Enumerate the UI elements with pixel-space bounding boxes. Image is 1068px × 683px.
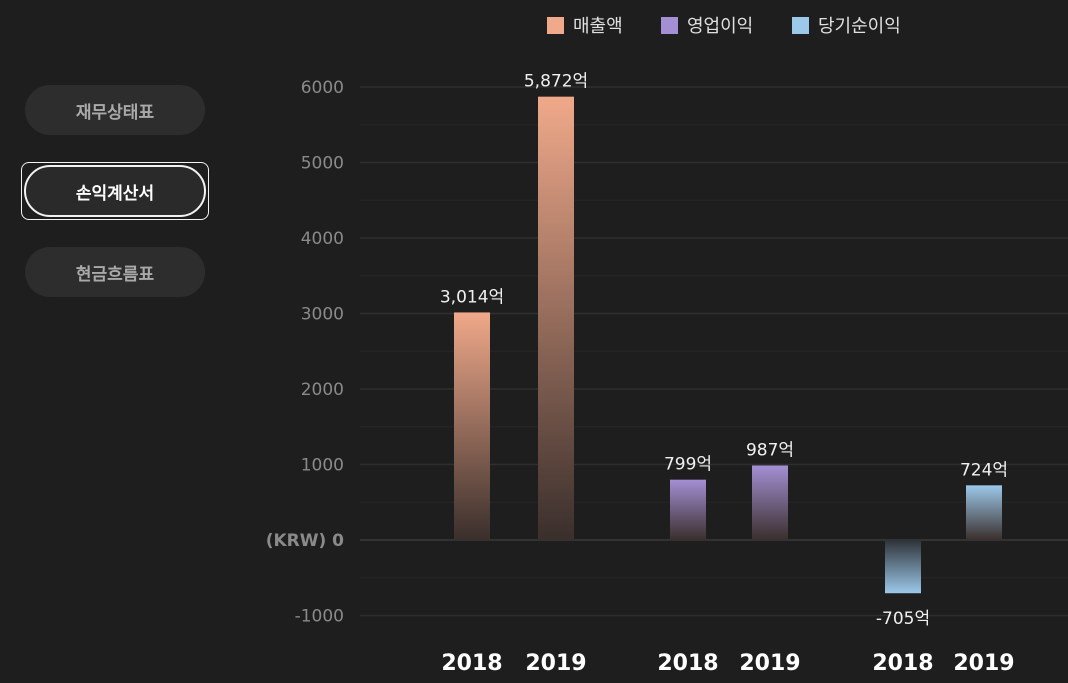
- tab-income-statement[interactable]: 손익계산서: [21, 162, 209, 220]
- y-tick-label: 3000: [301, 305, 344, 325]
- bar[interactable]: [885, 540, 921, 594]
- bar[interactable]: [670, 479, 706, 540]
- tab-active-outline: [24, 165, 206, 217]
- x-tick-label: 2018: [441, 651, 502, 676]
- legend-label: 당기순이익: [818, 16, 901, 37]
- tab-cash-flow-label: 현금흐름표: [75, 264, 155, 285]
- y-tick-label: 1000: [301, 456, 344, 476]
- y-tick-label: 2000: [301, 380, 344, 400]
- data-label: 724억: [960, 460, 1008, 480]
- bar[interactable]: [538, 96, 574, 540]
- y-zero-label: (KRW) 0: [266, 531, 344, 551]
- tab-income-statement-label: 손익계산서: [75, 183, 155, 204]
- legend-swatch: [547, 17, 564, 34]
- y-tick-label: 4000: [301, 229, 344, 249]
- data-label: 5,872억: [524, 72, 588, 92]
- bar[interactable]: [752, 465, 788, 540]
- data-label: 987억: [746, 440, 794, 460]
- x-tick-label: 2019: [739, 651, 800, 676]
- x-tick-label: 2019: [525, 651, 586, 676]
- legend-swatch: [792, 17, 809, 34]
- y-tick-label: -1000: [295, 607, 344, 627]
- legend-label: 영업이익: [687, 16, 753, 37]
- bar[interactable]: [966, 485, 1002, 540]
- data-label: 799억: [664, 455, 712, 475]
- tab-cash-flow[interactable]: 현금흐름표: [25, 247, 205, 297]
- x-tick-label: 2018: [657, 651, 718, 676]
- legend-swatch: [661, 17, 678, 34]
- legend-label: 매출액: [573, 16, 623, 37]
- data-label: -705억: [876, 609, 930, 629]
- tab-balance-sheet[interactable]: 재무상태표: [25, 85, 205, 135]
- bar[interactable]: [454, 312, 490, 540]
- y-tick-label: 5000: [301, 154, 344, 174]
- x-tick-label: 2018: [872, 651, 933, 676]
- y-tick-label: 6000: [301, 78, 344, 98]
- x-tick-label: 2019: [953, 651, 1014, 676]
- data-label: 3,014억: [440, 287, 504, 307]
- tab-balance-sheet-label: 재무상태표: [75, 102, 155, 123]
